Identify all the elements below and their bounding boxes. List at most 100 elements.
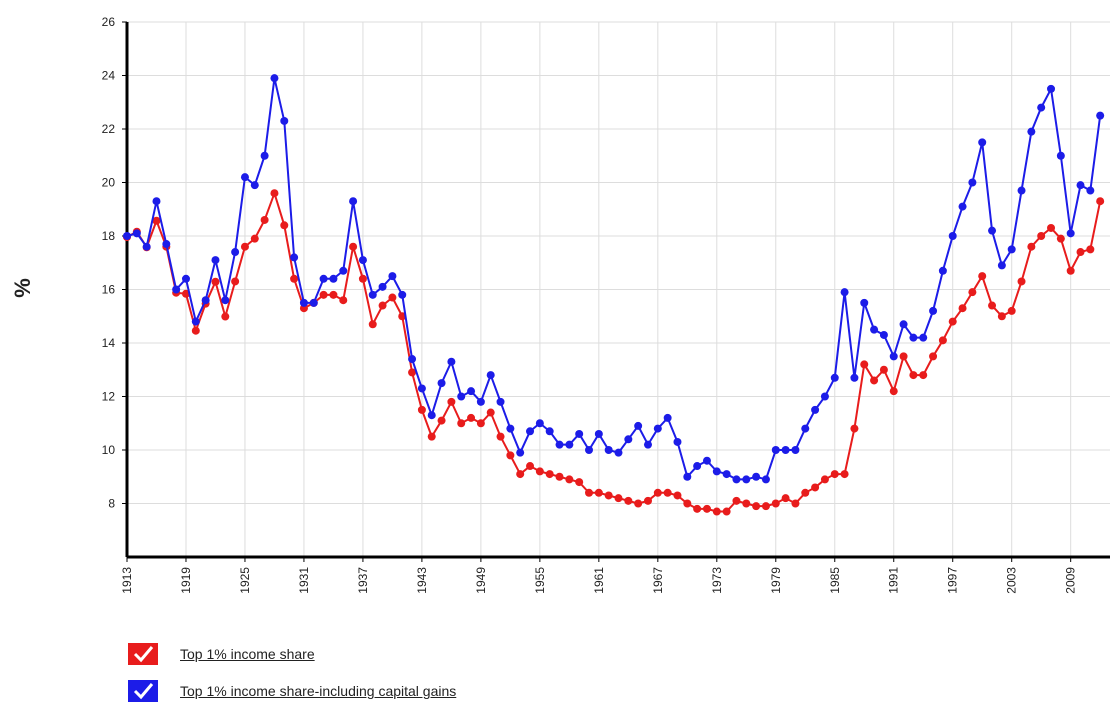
data-point <box>683 472 692 481</box>
data-point <box>653 424 662 433</box>
data-point <box>378 301 387 310</box>
data-point <box>457 419 466 428</box>
data-point <box>968 288 977 297</box>
data-point <box>909 371 918 380</box>
data-point <box>801 488 810 497</box>
data-point <box>408 355 417 364</box>
data-point <box>467 413 476 422</box>
data-point <box>191 317 200 326</box>
data-point <box>614 448 623 457</box>
data-point <box>929 352 938 361</box>
data-point <box>280 116 289 125</box>
y-axis-label: % <box>10 278 35 298</box>
y-tick-label: 14 <box>102 336 116 350</box>
data-point <box>526 462 535 471</box>
data-point <box>240 173 249 182</box>
data-point <box>909 333 918 342</box>
x-tick-label: 1931 <box>297 567 311 594</box>
chart: % 8 10 12 14 16 18 20 22 24 26 1913 1919 1925 1931 193… <box>10 15 1110 594</box>
data-point <box>702 456 711 465</box>
data-point <box>958 304 967 313</box>
y-tick-label: 10 <box>102 443 116 457</box>
data-point <box>919 371 928 380</box>
data-point <box>132 229 141 238</box>
data-point <box>978 272 987 281</box>
x-tick-label: 1913 <box>120 567 134 594</box>
y-tick-label: 26 <box>102 15 116 29</box>
legend-entry[interactable]: Top 1% income share <box>128 643 315 665</box>
data-point <box>535 419 544 428</box>
data-point <box>634 499 643 508</box>
x-tick-label: 2009 <box>1064 567 1078 594</box>
data-point <box>761 502 770 511</box>
data-point <box>1086 186 1095 195</box>
data-point <box>585 446 594 454</box>
data-point <box>221 296 230 305</box>
data-point <box>781 494 790 503</box>
data-point <box>1066 266 1075 275</box>
data-point <box>948 317 957 326</box>
data-point <box>221 312 230 321</box>
data-point <box>938 266 947 275</box>
y-tick-label: 16 <box>102 283 116 297</box>
data-point <box>742 475 751 484</box>
data-point <box>349 197 358 206</box>
data-point <box>840 288 849 297</box>
data-point <box>398 290 407 299</box>
data-point <box>722 507 731 516</box>
data-point <box>594 488 603 497</box>
data-point <box>604 491 613 500</box>
data-point <box>889 352 898 361</box>
legend-entry[interactable]: Top 1% income share-including capital ga… <box>128 680 456 702</box>
data-point <box>988 301 997 310</box>
data-point <box>594 429 603 438</box>
data-point <box>1027 127 1036 136</box>
data-point <box>299 298 308 307</box>
x-tick-label: 2003 <box>1005 567 1019 594</box>
legend-checkbox[interactable] <box>128 643 158 665</box>
data-point <box>948 232 957 240</box>
data-point <box>467 387 476 396</box>
data-point <box>535 467 544 476</box>
data-point <box>840 470 849 479</box>
data-point <box>870 325 879 334</box>
data-point <box>231 248 240 257</box>
y-tick-label: 24 <box>102 69 116 83</box>
data-point <box>585 488 594 497</box>
data-point <box>358 256 367 265</box>
data-point <box>545 470 554 479</box>
data-point <box>496 397 505 406</box>
data-point <box>850 373 859 382</box>
data-point <box>358 274 367 283</box>
data-point <box>978 138 987 147</box>
data-point <box>555 472 564 481</box>
data-point <box>1037 232 1046 240</box>
data-point <box>545 427 554 436</box>
data-point <box>368 320 377 329</box>
data-point <box>663 488 672 497</box>
data-point <box>476 397 485 406</box>
data-point <box>771 446 780 454</box>
data-point <box>290 253 299 262</box>
data-point <box>565 440 574 449</box>
data-point <box>791 499 800 508</box>
data-point <box>260 151 269 160</box>
x-tick-label: 1997 <box>946 567 960 594</box>
check <box>133 646 154 663</box>
data-point <box>830 373 839 382</box>
data-point <box>290 274 299 283</box>
data-point <box>732 475 741 484</box>
data-point <box>643 496 652 505</box>
x-tick-label: 1961 <box>592 567 606 594</box>
y-tick-label: 20 <box>102 176 116 190</box>
legend-checkbox[interactable] <box>128 680 158 702</box>
x-tick-label: 1973 <box>710 567 724 594</box>
x-tick-label: 1985 <box>828 567 842 594</box>
data-point <box>516 448 525 457</box>
data-point <box>388 272 397 281</box>
data-point <box>319 290 328 299</box>
data-point <box>211 277 220 286</box>
data-point <box>575 478 584 487</box>
data-point <box>1047 84 1056 93</box>
data-point <box>752 502 761 511</box>
